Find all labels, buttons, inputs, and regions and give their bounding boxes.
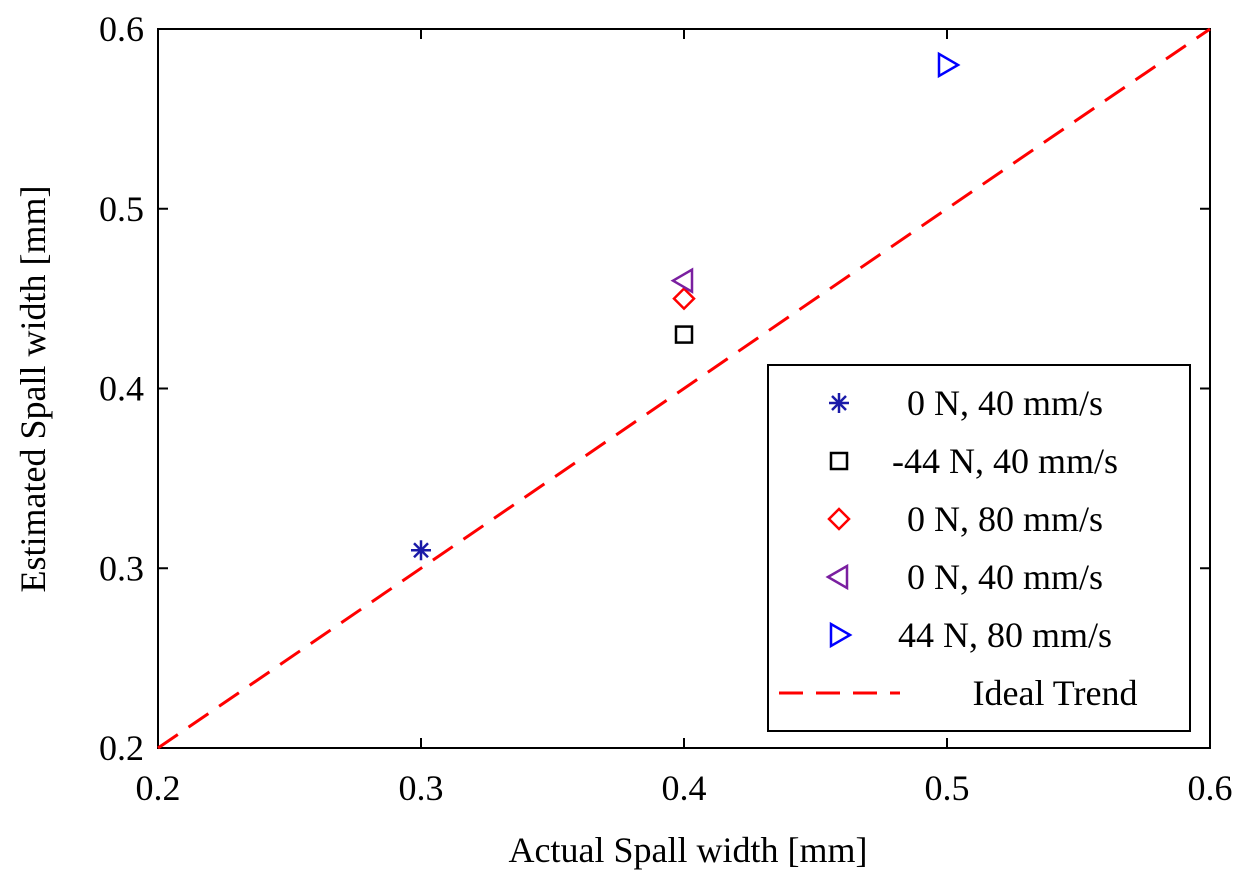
- legend-marker-square: [829, 451, 849, 471]
- legend-box: [767, 364, 1191, 732]
- ideal-trend-layer: [157, 27, 1211, 750]
- y-tick-label: 0.4: [99, 369, 144, 409]
- data-points: [411, 51, 961, 561]
- legend-label: 0 N, 40 mm/s: [907, 557, 1103, 597]
- legend-label: Ideal Trend: [973, 673, 1138, 713]
- legend-marker-triangle-left: [825, 563, 849, 591]
- y-tick-label: 0.5: [99, 189, 144, 229]
- legend-marker-triangle-right: [829, 621, 853, 649]
- legend-label: 0 N, 40 mm/s: [907, 383, 1103, 423]
- y-tick-label: 0.6: [99, 9, 144, 49]
- y-tick-label: 0.3: [99, 548, 144, 588]
- y-tick-label: 0.2: [99, 728, 144, 768]
- legend: 0 N, 40 mm/s -44 N, 40 mm/s 0 N, 80 mm/s 0 …: [767, 364, 1191, 732]
- x-tick-label: 0.3: [399, 768, 444, 808]
- data-point-triangle-left: [670, 267, 694, 294]
- legend-label: -44 N, 40 mm/s: [892, 441, 1118, 481]
- asterisk-stroke: [413, 542, 429, 559]
- x-tick-label: 0.4: [662, 768, 707, 808]
- x-tick-label: 0.5: [925, 768, 970, 808]
- y-axis-label: Estimated Spall width [mm]: [13, 186, 53, 593]
- legend-marker-asterisk: [829, 393, 849, 413]
- data-point-square: [674, 325, 694, 344]
- data-point-asterisk: [411, 540, 431, 561]
- data-point-diamond: [672, 286, 696, 311]
- asterisk-stroke: [831, 395, 847, 411]
- legend-label: 0 N, 80 mm/s: [907, 499, 1103, 539]
- data-point-triangle-right: [937, 51, 961, 79]
- ideal-trend-line: [157, 27, 1211, 750]
- legend-label: 44 N, 80 mm/s: [898, 615, 1112, 655]
- x-tick-label: 0.2: [136, 768, 181, 808]
- x-axis-label: Actual Spall width [mm]: [509, 830, 868, 870]
- x-tick-label: 0.6: [1188, 768, 1233, 808]
- tick-labels: 0.2 0.3 0.4 0.5 0.6 0.2 0.3 0.4 0.5 0.6: [99, 9, 1233, 808]
- legend-marker-diamond: [827, 507, 851, 531]
